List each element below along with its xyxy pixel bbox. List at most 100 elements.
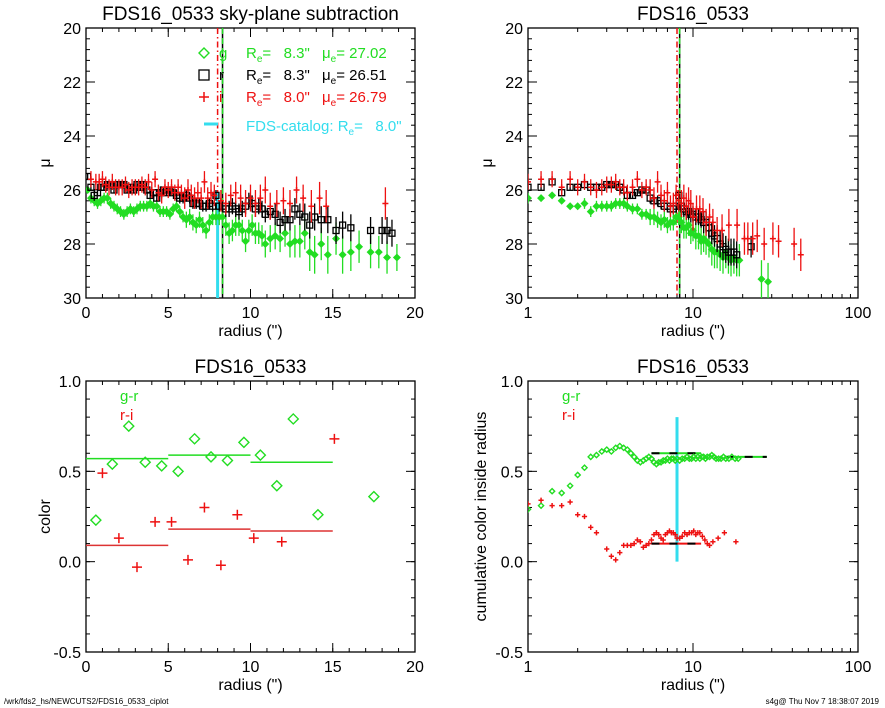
point-r-i — [699, 533, 705, 539]
point-i — [96, 178, 103, 185]
panel-profile-log: FDS16_0533 1 10 100 radius (") 20 22 24 26 28 30 μ — [479, 4, 871, 340]
x-tick-label: 5 — [164, 305, 173, 322]
point-i — [598, 184, 605, 191]
plot-area — [528, 28, 804, 298]
point-g — [310, 250, 319, 259]
point-i — [709, 219, 716, 226]
point-g — [573, 202, 582, 211]
point-i — [102, 181, 109, 188]
point-i — [175, 184, 182, 191]
point-r-i — [248, 533, 259, 544]
point-g — [383, 253, 392, 262]
point-g — [175, 207, 184, 216]
x-axis-label: radius (") — [661, 323, 725, 340]
x-tick-label: 100 — [845, 305, 872, 322]
point-g-r — [254, 449, 267, 462]
point-r-i — [232, 509, 243, 520]
point-g-r — [633, 456, 641, 465]
point-i — [382, 200, 389, 207]
point-i — [194, 189, 201, 196]
point-g-r — [106, 458, 119, 471]
point-r — [528, 183, 532, 191]
point-r-i — [199, 502, 210, 513]
point-g-r — [717, 455, 725, 463]
point-i — [629, 184, 636, 191]
point-r — [388, 229, 396, 237]
y-axis-label: color — [37, 498, 54, 533]
point-i — [237, 195, 244, 202]
point-g-r — [592, 451, 601, 459]
panel-color-bins: FDS16_0533 0 5 10 15 20 radius (") -0.5 0.0 0.5 1.… — [37, 357, 424, 694]
point-i — [608, 181, 615, 188]
point-r — [332, 226, 340, 235]
plot-area — [528, 417, 767, 563]
point-i — [670, 200, 677, 207]
point-g-r — [630, 453, 638, 461]
point-i — [719, 227, 726, 234]
point-g — [586, 207, 595, 216]
x-tick-label: 1 — [524, 305, 533, 322]
point-i — [106, 184, 113, 191]
point-i — [673, 192, 680, 199]
x-tick-label: 10 — [684, 305, 702, 322]
x-tick-label: 15 — [324, 659, 342, 676]
point-g — [633, 204, 642, 213]
x-tick-label: 15 — [324, 305, 342, 322]
point-i — [700, 208, 707, 215]
y-axis-label: μ — [37, 158, 54, 167]
point-g — [317, 240, 326, 248]
point-i — [725, 222, 732, 229]
footer-file-path: /wrk/fds2_hs/NEWCUTS2/FDS16_0533_ciplot — [4, 697, 169, 706]
point-g — [192, 221, 201, 230]
point-g — [266, 234, 275, 243]
x-tick-label: 0 — [82, 659, 91, 676]
point-g — [537, 194, 546, 203]
point-i — [204, 195, 211, 202]
point-g — [566, 202, 575, 211]
point-g-r — [155, 459, 168, 472]
point-g — [346, 248, 355, 257]
point-r-i — [150, 516, 161, 527]
point-i — [242, 200, 249, 207]
chart-title: FDS16_0533 — [637, 357, 749, 378]
point-g — [592, 202, 601, 211]
point-r-i — [637, 539, 644, 545]
point-i — [638, 187, 645, 193]
plot-frame — [527, 27, 859, 299]
panel-profile-linear: FDS16_0533 sky-plane subtraction 0 5 10 15 20… — [37, 4, 424, 340]
point-g-r — [89, 514, 102, 527]
point-g — [218, 213, 227, 221]
point-g-r — [528, 505, 532, 513]
point-r-i — [660, 537, 666, 543]
point-g — [607, 202, 616, 211]
point-i — [232, 189, 239, 196]
point-i — [316, 195, 323, 202]
point-i — [567, 176, 574, 183]
point-r-i — [549, 503, 555, 509]
point-i — [538, 176, 545, 183]
point-i — [148, 187, 155, 193]
point-i — [734, 222, 741, 229]
point-r — [733, 251, 741, 259]
point-g-r — [221, 454, 234, 467]
y-axis-label: μ — [479, 158, 496, 167]
point-i — [158, 192, 165, 199]
point-g-r — [603, 446, 611, 454]
y-tick-label: 22 — [505, 75, 523, 92]
point-r-i — [97, 468, 108, 479]
point-g — [757, 275, 766, 284]
point-i — [119, 184, 126, 191]
point-r-i — [166, 516, 177, 527]
point-i — [257, 195, 264, 202]
point-g — [305, 248, 314, 257]
y-tick-label: 22 — [63, 75, 81, 92]
y-tick-label: 0.5 — [501, 464, 523, 481]
point-g-r — [728, 453, 736, 461]
point-r-i — [617, 550, 623, 556]
point-i — [293, 187, 300, 193]
point-r-i — [575, 512, 581, 518]
point-g — [355, 242, 364, 251]
point-i — [87, 176, 94, 183]
point-i — [797, 251, 804, 258]
point-g-r — [537, 502, 545, 510]
